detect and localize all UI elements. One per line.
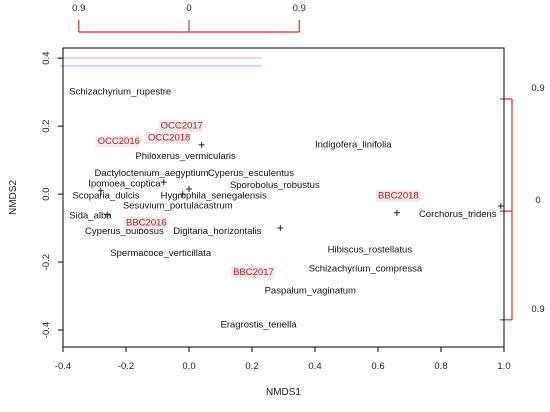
top-axis-tick-label: 0.9 xyxy=(293,3,306,14)
species-label: Philoxerus_vermicularis xyxy=(135,151,236,162)
species-label: Sida_alba xyxy=(69,211,112,222)
right-axis-tick-label: 0.9 xyxy=(531,304,544,315)
site-label: BBC2016 xyxy=(126,217,167,228)
species-label: Hygrophila_senegalensis xyxy=(161,190,267,201)
top-axis-tick-label: 0 xyxy=(186,3,191,14)
site-label: BBC2017 xyxy=(233,267,274,278)
y-axis-title: NMDS2 xyxy=(8,180,19,215)
x-tick-label: 0.8 xyxy=(434,361,447,372)
y-tick-label: -0.2 xyxy=(41,254,52,270)
x-tick-label: 0.0 xyxy=(182,361,195,372)
species-point xyxy=(393,209,400,216)
species-label: Paspalum_vaginatum xyxy=(265,285,356,296)
species-point xyxy=(186,186,192,193)
top-axis-tick-label: 0.9 xyxy=(72,3,85,14)
secondary-top-axis: 0.9 0 0.9 xyxy=(55,3,306,67)
species-points xyxy=(97,141,504,232)
y-tick-label: 0.2 xyxy=(41,120,52,133)
species-label: Schizachyrium_compressa xyxy=(309,263,423,274)
x-axis: -0.4 -0.2 0.0 0.2 0.4 0.6 0.8 1.0 xyxy=(55,347,511,372)
species-point xyxy=(104,211,111,218)
species-label: Cyperus_esculentus xyxy=(208,168,294,179)
y-tick-label: 0.4 xyxy=(41,52,52,65)
site-label-bg xyxy=(124,216,168,229)
species-label: Sesuvium_portulacastrum xyxy=(123,201,233,212)
species-label: Spermacoce_verticillata xyxy=(110,248,212,259)
site-label-bg xyxy=(158,120,202,133)
species-label: Dactyloctenium_aegyptium xyxy=(95,168,209,179)
site-label-bg xyxy=(376,189,420,202)
site-label-bg xyxy=(146,132,190,145)
species-point xyxy=(277,225,284,232)
species-label: Sporobolus_robustus xyxy=(230,180,320,191)
site-label: OCC2018 xyxy=(148,133,190,144)
x-axis-title: NMDS1 xyxy=(266,387,301,398)
species-label: Scoparia_dulcis xyxy=(72,190,139,201)
site-label: OCC2016 xyxy=(98,136,140,147)
secondary-right-axis: 0.9 0 0.9 xyxy=(500,83,545,321)
species-point xyxy=(179,191,186,198)
species-point xyxy=(497,202,504,209)
x-tick-label: 0.2 xyxy=(245,361,258,372)
species-label: Cyperus_bulbosus xyxy=(85,226,164,237)
y-tick-label: -0.4 xyxy=(41,322,52,338)
species-label: Ipomoea_coptica xyxy=(88,178,161,189)
species-label: Hibiscus_rostellatus xyxy=(328,245,413,256)
species-label: Eragrostis_tenella xyxy=(221,319,298,330)
species-label: Digitaria_horizontalis xyxy=(173,226,261,237)
x-tick-label: -0.4 xyxy=(55,361,71,372)
species-label: Corchorus_tridens xyxy=(419,209,497,220)
species-point xyxy=(97,187,104,194)
y-tick-label: 0.0 xyxy=(41,187,52,200)
species-label: Indigofera_linifolia xyxy=(315,139,392,150)
species-labels: Schizachyrium_rupestre Philoxerus_vermicu… xyxy=(69,87,497,331)
site-label: BBC2018 xyxy=(378,190,419,201)
right-axis-tick-label: 0 xyxy=(535,195,540,206)
x-tick-label: 0.6 xyxy=(371,361,384,372)
site-label-bg xyxy=(95,135,139,148)
site-label: OCC2017 xyxy=(161,121,203,132)
plot-frame xyxy=(62,47,505,348)
right-axis-tick-label: 0.9 xyxy=(531,83,544,94)
site-labels: OCC2017 OCC2016 OCC2018 BBC2018 BBC2016 BBC20… xyxy=(95,120,420,279)
x-tick-label: 0.4 xyxy=(308,361,321,372)
x-tick-label: -0.2 xyxy=(118,361,134,372)
species-label: Schizachyrium_rupestre xyxy=(69,87,171,98)
y-axis: -0.4 -0.2 0.0 0.2 0.4 xyxy=(41,52,63,338)
species-point xyxy=(160,179,167,186)
site-label-bg xyxy=(231,266,275,279)
species-point xyxy=(198,141,205,148)
x-tick-label: 1.0 xyxy=(497,361,510,372)
